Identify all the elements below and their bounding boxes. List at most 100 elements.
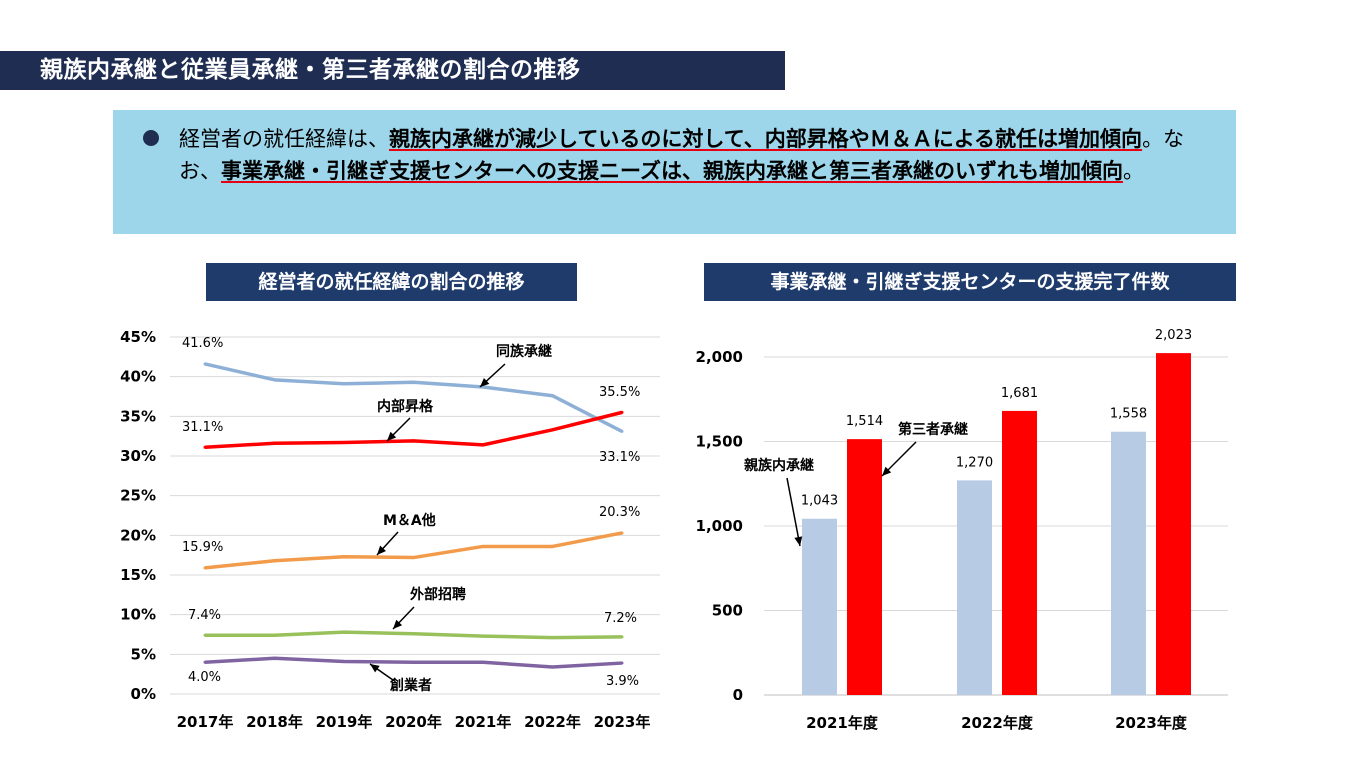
line-point	[620, 429, 624, 433]
bullet-icon	[143, 130, 159, 146]
line-y-tick-label: 25%	[120, 487, 156, 505]
line-point	[481, 660, 485, 664]
line-point	[273, 441, 276, 445]
line-data-label: 33.1%	[599, 450, 640, 465]
line-point	[481, 634, 485, 638]
line-y-tick-label: 20%	[120, 526, 156, 544]
line-callout-arrow-head	[370, 664, 380, 673]
line-x-tick-label: 2018年	[246, 713, 303, 731]
line-callout-arrow-head	[387, 431, 397, 441]
line-point	[342, 555, 346, 559]
line-point	[551, 428, 554, 432]
line-y-tick-label: 30%	[120, 447, 156, 465]
summary-part-2: 。なお、	[179, 127, 1185, 183]
bar	[847, 439, 882, 695]
line-data-label: 7.4%	[188, 608, 221, 623]
line-x-tick-label: 2023年	[594, 713, 651, 731]
line-data-label: 31.1%	[182, 420, 223, 435]
line-point	[412, 439, 415, 443]
line-point	[203, 566, 207, 570]
line-series-name-label: 内部昇格	[377, 398, 434, 415]
bar-series-name-label: 親族内承継	[744, 457, 814, 474]
line-point	[551, 544, 554, 548]
bar-y-tick-label: 2,000	[696, 348, 743, 366]
line-point	[412, 556, 415, 560]
line-point	[620, 410, 624, 414]
summary-highlight-2: 事業承継・引継ぎ支援センターへの支援ニーズは、親族内承継と第三者承継のいずれも増…	[221, 159, 1123, 183]
line-y-tick-label: 10%	[120, 606, 156, 624]
line-point	[342, 382, 346, 386]
bar-callout-arrow	[786, 477, 801, 547]
summary-box: 経営者の就任経緯は、親族内承継が減少しているのに対して、内部昇格やＭ＆Ａによる就…	[113, 110, 1236, 234]
line-data-label: 41.6%	[182, 336, 223, 351]
line-point	[203, 660, 207, 664]
line-data-label: 15.9%	[182, 540, 223, 555]
line-point	[620, 531, 624, 535]
bar-data-label: 1,270	[956, 455, 993, 470]
line-series-name-label: M＆A他	[383, 512, 436, 529]
line-point	[412, 632, 415, 636]
bar-callout-arrow-head	[882, 466, 892, 476]
line-point	[620, 661, 624, 665]
bar-data-label: 1,043	[801, 494, 838, 509]
line-point	[273, 633, 276, 637]
line-point	[342, 659, 346, 663]
bar	[1156, 353, 1191, 695]
bar-y-tick-label: 1,500	[696, 433, 743, 451]
line-y-tick-label: 0%	[131, 685, 156, 703]
line-data-label: 3.9%	[606, 674, 639, 689]
line-series-name-label: 創業者	[389, 677, 432, 694]
bar-x-tick-label: 2023年度	[1115, 714, 1188, 732]
line-data-label: 20.3%	[599, 505, 640, 520]
summary-text: 経営者の就任経緯は、親族内承継が減少しているのに対して、内部昇格やＭ＆Ａによる就…	[179, 123, 1219, 187]
line-callout-arrow-head	[480, 377, 490, 387]
summary-part-1: 経営者の就任経緯は、	[179, 127, 389, 151]
line-y-tick-label: 45%	[120, 328, 156, 346]
line-point	[551, 394, 554, 398]
line-callout-arrow-head	[377, 545, 387, 555]
bar-y-tick-label: 1,000	[696, 517, 743, 535]
bar-chart-title: 事業承継・引継ぎ支援センターの支援完了件数	[704, 263, 1236, 301]
line-point	[551, 636, 554, 640]
line-point	[203, 633, 207, 637]
line-point	[273, 559, 276, 563]
line-data-label: 35.5%	[599, 385, 640, 400]
line-x-tick-label: 2021年	[455, 713, 512, 731]
line-point	[342, 630, 346, 634]
line-y-tick-label: 40%	[120, 368, 156, 386]
bar-callout-arrow-head	[794, 536, 803, 546]
line-series-name-label: 外部招聘	[410, 586, 466, 603]
line-series-2	[204, 531, 623, 570]
bar	[1111, 431, 1146, 695]
line-x-tick-label: 2017年	[177, 713, 234, 731]
page-title: 親族内承継と従業員承継・第三者承継の割合の推移	[0, 51, 785, 90]
line-point	[481, 544, 485, 548]
line-callout-arrow-head	[393, 619, 403, 629]
line-point	[481, 443, 485, 447]
bar-data-label: 2,023	[1155, 328, 1192, 343]
line-point	[203, 445, 207, 449]
line-series-name-label: 同族承継	[496, 343, 552, 360]
bar-series-name-label: 第三者承継	[898, 421, 968, 438]
line-x-tick-label: 2022年	[524, 713, 581, 731]
line-x-tick-label: 2019年	[316, 713, 373, 731]
line-point	[273, 378, 276, 382]
line-y-tick-label: 5%	[131, 645, 156, 663]
line-point	[203, 362, 207, 366]
line-point	[620, 635, 624, 639]
bar-y-tick-label: 0	[733, 686, 743, 704]
bar-data-label: 1,514	[846, 414, 883, 429]
bar	[802, 518, 837, 695]
line-point	[342, 441, 346, 445]
bar-x-tick-label: 2021年度	[806, 714, 879, 732]
bar-x-tick-label: 2022年度	[961, 714, 1034, 732]
line-point	[412, 380, 415, 384]
line-series-0	[204, 362, 623, 433]
bar-data-label: 1,558	[1110, 407, 1147, 422]
bar-data-label: 1,681	[1001, 386, 1038, 401]
bar	[957, 480, 992, 695]
bar	[1002, 410, 1037, 695]
line-point	[273, 656, 276, 660]
summary-highlight-1: 親族内承継が減少しているのに対して、内部昇格やＭ＆Ａによる就任は増加傾向	[389, 127, 1143, 151]
